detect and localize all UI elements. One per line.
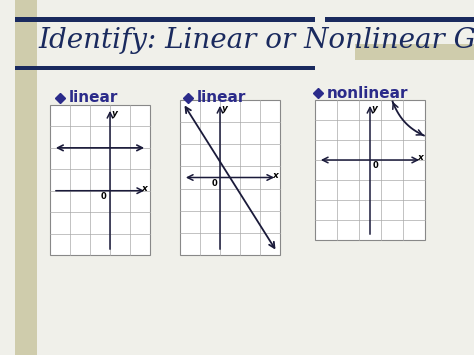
- Bar: [315, 100, 425, 240]
- Text: 0: 0: [211, 179, 217, 187]
- Text: 0: 0: [373, 161, 379, 170]
- Text: Identify: Linear or Nonlinear Graph?: Identify: Linear or Nonlinear Graph?: [38, 27, 474, 54]
- Text: x: x: [417, 153, 423, 162]
- Text: nonlinear: nonlinear: [327, 86, 409, 100]
- Bar: [15, 17, 315, 22]
- Bar: [50, 105, 150, 255]
- Text: y: y: [112, 109, 118, 118]
- Bar: [180, 100, 280, 255]
- Text: linear: linear: [69, 91, 118, 105]
- Bar: [15, 0, 37, 355]
- Text: 0: 0: [100, 192, 106, 201]
- Bar: [355, 44, 474, 60]
- Bar: [15, 66, 315, 70]
- Text: linear: linear: [197, 91, 246, 105]
- Bar: [325, 17, 474, 22]
- Text: y: y: [222, 104, 228, 113]
- Text: x: x: [141, 184, 147, 193]
- Text: y: y: [372, 104, 378, 113]
- Text: x: x: [272, 170, 278, 180]
